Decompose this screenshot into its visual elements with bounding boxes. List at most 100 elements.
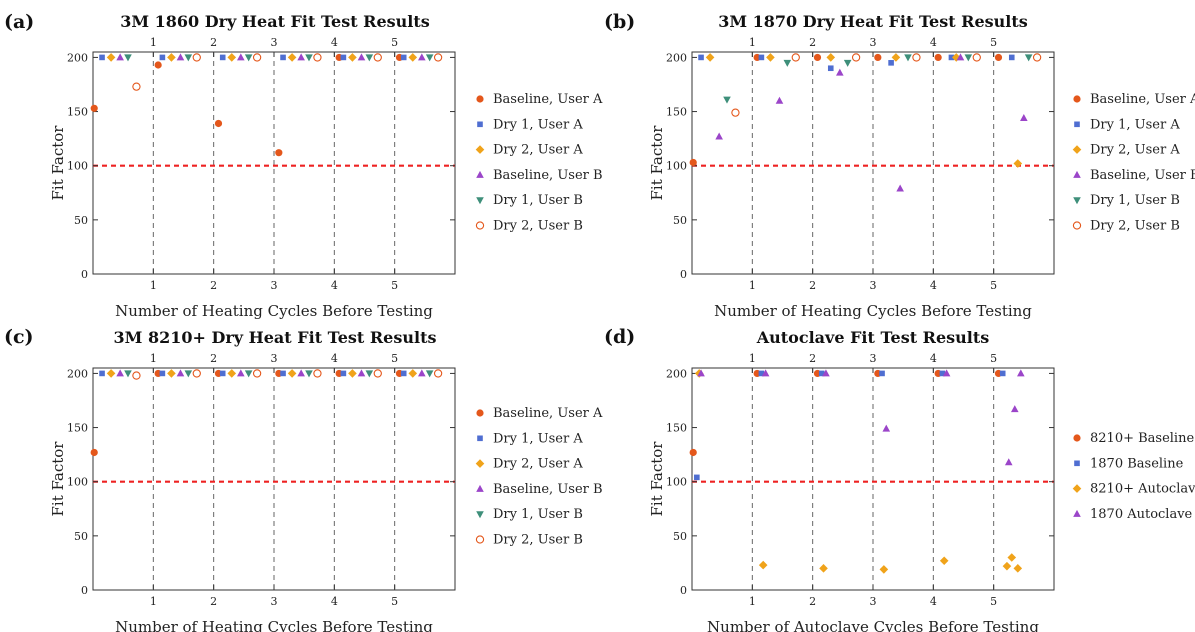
legend-marker [476,170,484,178]
y-tick-label: 200 [67,367,88,380]
legend-label: Dry 2, User A [493,143,583,158]
data-point [244,370,253,378]
data-point [124,370,132,378]
data-point [826,53,836,62]
data-point [843,59,852,67]
data-point [184,54,193,62]
x-tick-label-top: 4 [930,36,937,49]
legend-marker [476,197,484,205]
legend-marker [1074,460,1080,467]
data-point [167,53,176,62]
data-point [723,96,731,104]
x-tick-label-top: 4 [331,352,338,365]
legend-marker [477,121,483,128]
x-tick-label-top: 5 [391,36,398,49]
y-tick-label: 150 [666,422,687,435]
x-tick-label-top: 2 [210,36,217,49]
data-point [1013,159,1023,168]
data-point [348,53,357,62]
x-tick-label: 5 [391,279,398,292]
legend-label: Baseline, User A [493,406,603,421]
legend-label: Dry 1, User A [493,431,583,446]
x-tick-label-top: 1 [749,36,756,49]
data-point [132,82,141,91]
data-point [167,369,176,378]
data-point [689,158,697,167]
chart-title: 3M 1860 Dry Heat Fit Test Results [120,12,430,31]
legend-marker [1073,197,1081,205]
y-axis-label: Fit Factor [49,125,67,201]
y-tick-label: 0 [81,268,88,281]
x-tick-label: 3 [870,595,877,608]
y-tick-label: 0 [680,268,687,281]
legend-marker [475,145,485,154]
chart-panel: (a) 3M 1860 Dry Heat Fit Test Results 1 1 2 2… [4,11,603,320]
data-point [400,54,407,61]
x-tick-label: 5 [990,279,997,292]
data-point [879,370,885,377]
legend-marker [477,435,483,442]
y-tick-label: 100 [666,476,687,489]
x-tick-label: 4 [930,595,937,608]
data-point [715,132,723,140]
y-axis-label: Fit Factor [49,441,67,517]
legend-label: Baseline, User B [493,482,603,497]
panel-label: (d) [604,326,635,348]
data-point [827,65,834,72]
x-tick-label: 1 [150,279,157,292]
x-tick-label-top: 3 [271,352,278,365]
x-tick-label: 5 [990,595,997,608]
data-point [373,369,382,378]
y-axis-label: Fit Factor [648,441,666,517]
data-point [888,60,894,66]
data-point [758,54,765,61]
legend-marker [1072,221,1082,230]
x-tick-label: 1 [150,595,157,608]
x-tick-label-top: 2 [809,36,816,49]
x-axis-label: Number of Heating Cycles Before Testing [115,618,433,632]
x-tick-label-top: 5 [990,352,997,365]
data-point [124,54,132,62]
data-point [373,53,382,62]
legend-marker [1073,170,1081,178]
data-point [280,54,286,61]
data-point [939,556,949,566]
data-point [132,371,141,380]
legend-label: Dry 1, User B [1090,193,1180,208]
data-point [252,53,262,62]
chart-panel: (d) Autoclave Fit Test Results11223344550… [604,326,1195,632]
y-tick-label: 200 [67,51,88,64]
data-point [340,54,347,61]
legend-marker [1073,509,1081,517]
y-tick-label: 100 [666,160,687,173]
data-point [1008,54,1015,61]
data-point [154,61,162,69]
data-point [761,369,770,377]
x-tick-label: 4 [930,279,937,292]
data-point [818,370,825,377]
data-point [192,53,201,62]
data-point [159,54,166,61]
legend-marker [475,221,485,230]
data-point [214,119,223,128]
legend-label: Baseline, User A [493,92,603,107]
panel-label: (a) [4,11,34,33]
data-point [851,53,861,62]
data-point [819,564,828,573]
data-point [305,54,313,62]
y-tick-label: 0 [81,584,88,597]
data-point [433,53,443,62]
x-tick-label-top: 3 [870,352,877,365]
legend-marker [1073,95,1081,103]
x-axis-label: Number of Heating Cycles Before Testing [115,302,433,320]
data-point [731,108,740,117]
data-point [972,53,981,62]
data-point [942,369,951,377]
x-tick-label: 1 [749,279,756,292]
x-tick-label: 2 [210,595,217,608]
data-point [418,53,426,61]
chart-title: 3M 8210+ Dry Heat Fit Test Results [114,328,437,347]
y-axis-label: Fit Factor [648,125,666,201]
data-point [287,369,297,378]
x-tick-label-top: 2 [210,352,217,365]
